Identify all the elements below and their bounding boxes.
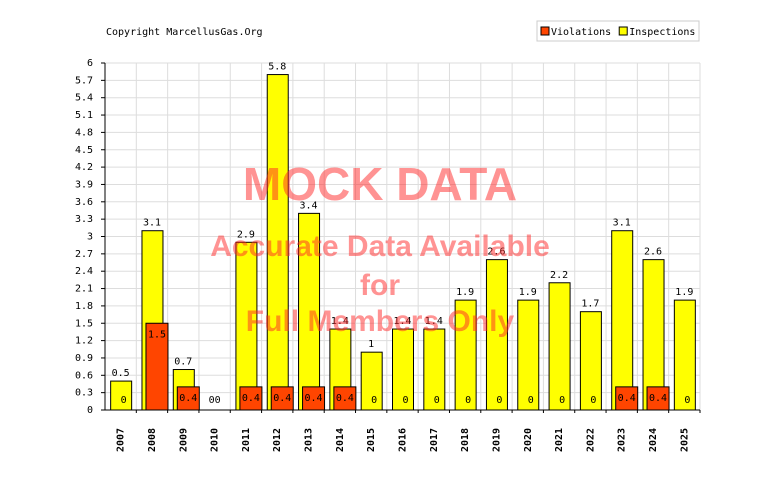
x-tick-label: 2008 [147,428,158,452]
x-tick-label: 2019 [491,428,502,452]
value-label: 1 [368,339,374,350]
value-label: 0.4 [273,393,291,404]
value-label: 0.4 [242,393,260,404]
y-tick-label: 2.7 [75,249,93,260]
y-tick-label: 2.1 [75,284,93,295]
y-tick-label: 2.4 [75,266,93,277]
y-tick-label: 5.1 [75,110,93,121]
value-label: 0.4 [618,393,636,404]
value-label: 0.4 [336,393,354,404]
value-label: 1.4 [425,316,443,327]
x-tick-label: 2016 [398,428,409,452]
x-tick-label: 2012 [272,428,283,452]
value-label: 0.4 [179,393,197,404]
bar [548,282,571,411]
y-tick-label: 4.5 [75,145,93,156]
legend-swatch [618,26,628,36]
x-tick-label: 2010 [210,428,221,452]
y-tick-label: 0.3 [75,388,93,399]
y-tick-label: 1.2 [75,336,93,347]
value-label: 0 [590,395,596,406]
legend-box [536,20,700,42]
watermark: Accurate Data Available [210,230,550,263]
y-tick-label: 1.5 [75,318,93,329]
y-tick-label: 0 [87,405,93,416]
value-label: 2.2 [550,270,568,281]
y-tick-label: 4.2 [75,162,93,173]
value-label: 1.9 [519,287,537,298]
x-tick-label: 2025 [679,428,690,452]
y-tick-label: 0.6 [75,370,93,381]
x-tick-label: 2015 [366,428,377,452]
value-label: 2.6 [487,247,505,258]
value-label: 0 [371,395,377,406]
watermark: Full Members Only [246,305,515,338]
y-tick-label: 3.6 [75,197,93,208]
value-label: 1.4 [393,316,411,327]
y-tick-label: 1.8 [75,301,93,312]
x-tick-label: 2024 [648,428,659,452]
x-tick-label: 2014 [335,428,346,452]
value-label: 0.4 [305,393,323,404]
x-tick-label: 2018 [460,428,471,452]
value-label: 3.1 [143,218,161,229]
bar [673,299,696,411]
value-label: 0 [215,395,221,406]
value-label: 0 [684,395,690,406]
x-tick-label: 2021 [554,428,565,452]
x-tick-label: 2011 [241,428,252,452]
value-label: 0.5 [112,368,130,379]
x-tick-label: 2023 [617,428,628,452]
x-tick-label: 2020 [523,428,534,452]
y-tick-label: 5.4 [75,93,93,104]
x-tick-label: 2022 [585,428,596,452]
value-label: 1.9 [456,287,474,298]
value-label: 0 [121,395,127,406]
value-label: 1.9 [675,287,693,298]
y-tick-label: 5.7 [75,75,93,86]
bar [517,299,540,411]
value-label: 3.1 [613,218,631,229]
legend-label: Inspections [629,27,695,38]
value-label: 0 [434,395,440,406]
value-label: 2.6 [644,247,662,258]
value-label: 0 [209,395,215,406]
value-label: 0.7 [174,357,192,368]
value-label: 1.5 [148,329,166,340]
value-label: 0 [402,395,408,406]
y-tick-label: 4.8 [75,127,93,138]
bar [611,230,634,411]
value-label: 3.4 [300,200,318,211]
value-label: 0.4 [649,393,667,404]
value-label: 0 [496,395,502,406]
legend-label: Violations [551,27,611,38]
watermark: MOCK DATA [243,158,517,210]
y-tick-label: 6 [87,58,93,69]
value-label: 0 [559,395,565,406]
watermark: for [360,269,400,302]
y-tick-label: 3.3 [75,214,93,225]
y-tick-label: 3.9 [75,179,93,190]
x-tick-label: 2017 [429,428,440,452]
copyright: Copyright MarcellusGas.Org [106,27,263,38]
value-label: 1.7 [581,299,599,310]
value-label: 2.9 [237,229,255,240]
x-tick-label: 2009 [178,428,189,452]
x-tick-label: 2007 [116,428,127,452]
value-label: 1.4 [331,316,349,327]
x-tick-label: 2013 [304,428,315,452]
y-tick-label: 3 [87,232,93,243]
value-label: 0 [528,395,534,406]
legend-swatch [540,26,550,36]
y-tick-label: 0.9 [75,353,93,364]
value-label: 0 [465,395,471,406]
value-label: 5.8 [268,62,286,73]
